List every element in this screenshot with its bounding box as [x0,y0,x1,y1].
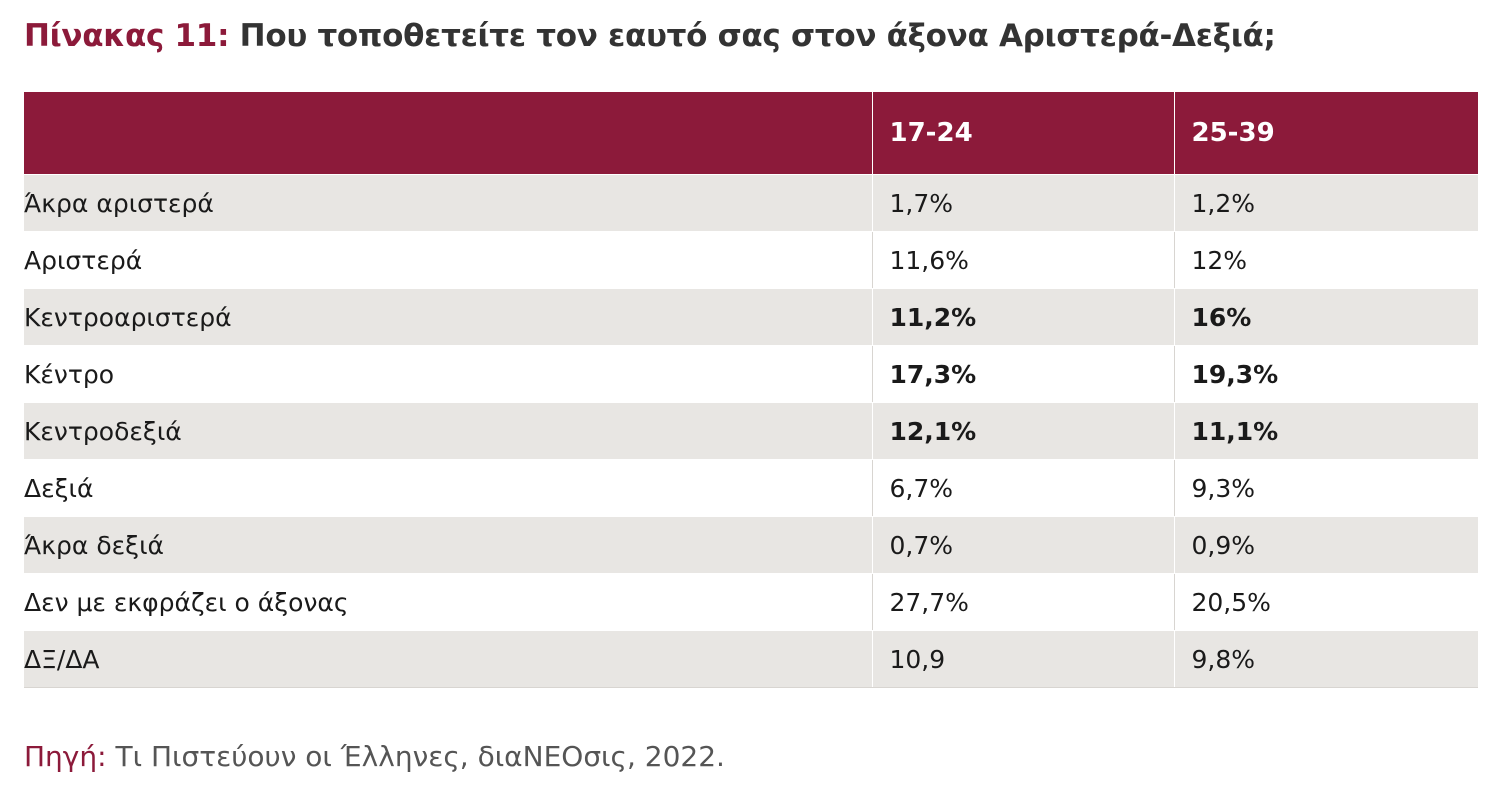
table-row: Άκρα αριστερά 1,7% 1,2% [24,174,1478,232]
cell-17-24: 12,1% [871,402,1174,460]
header-row: 17-24 25-39 [24,92,1478,175]
row-label: Κεντροαριστερά [24,288,872,346]
header-cell-25-39: 25-39 [1173,92,1478,175]
row-label: Δεξιά [24,459,872,517]
table-row: Δεν με εκφράζει ο άξονας 27,7% 20,5% [24,573,1478,631]
source-label: Πηγή: [24,740,107,773]
cell-25-39: 1,2% [1173,174,1478,232]
cell-25-39: 16% [1173,288,1478,346]
row-label: Δεν με εκφράζει ο άξονας [24,573,872,631]
table-row: Κέντρο 17,3% 19,3% [24,345,1478,403]
cell-17-24: 10,9 [871,630,1174,688]
page-title: Πίνακας 11: Που τοποθετείτε τον εαυτό σα… [24,18,1276,54]
cell-17-24: 17,3% [871,345,1174,403]
cell-25-39: 11,1% [1173,402,1478,460]
cell-25-39: 20,5% [1173,573,1478,631]
cell-17-24: 27,7% [871,573,1174,631]
row-label: Κέντρο [24,345,872,403]
row-label: Άκρα δεξιά [24,516,872,574]
cell-17-24: 6,7% [871,459,1174,517]
table-row: Κεντροαριστερά 11,2% 16% [24,288,1478,346]
cell-17-24: 11,2% [871,288,1174,346]
table-row: Αριστερά 11,6% 12% [24,231,1478,289]
cell-25-39: 9,8% [1173,630,1478,688]
cell-17-24: 11,6% [871,231,1174,289]
table-row: Κεντροδεξιά 12,1% 11,1% [24,402,1478,460]
cell-25-39: 9,3% [1173,459,1478,517]
cell-25-39: 12% [1173,231,1478,289]
table-header: 17-24 25-39 [24,92,1478,175]
row-label: Άκρα αριστερά [24,174,872,232]
cell-25-39: 0,9% [1173,516,1478,574]
source-note: Πηγή: Τι Πιστεύουν οι Έλληνες, διαΝΕΟσις… [24,740,725,773]
header-cell-blank [24,92,872,175]
table-row: Δεξιά 6,7% 9,3% [24,459,1478,517]
row-label: Κεντροδεξιά [24,402,872,460]
row-label: Αριστερά [24,231,872,289]
table-body: Άκρα αριστερά 1,7% 1,2% Αριστερά 11,6% 1… [24,174,1478,688]
table-title-text: Που τοποθετείτε τον εαυτό σας στον άξονα… [239,18,1276,54]
source-text: Τι Πιστεύουν οι Έλληνες, διαΝΕΟσις, 2022… [106,740,725,773]
cell-25-39: 19,3% [1173,345,1478,403]
table-row: ΔΞ/ΔΑ 10,9 9,8% [24,630,1478,688]
survey-table: 17-24 25-39 Άκρα αριστερά 1,7% 1,2% Αρισ… [24,92,1478,688]
table-row: Άκρα δεξιά 0,7% 0,9% [24,516,1478,574]
header-cell-17-24: 17-24 [871,92,1174,175]
cell-17-24: 0,7% [871,516,1174,574]
table-number-label: Πίνακας 11: [24,18,230,54]
cell-17-24: 1,7% [871,174,1174,232]
row-label: ΔΞ/ΔΑ [24,630,872,688]
